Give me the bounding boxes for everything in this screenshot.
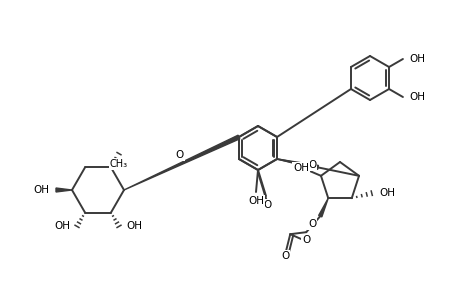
Text: OH: OH xyxy=(247,196,263,206)
Text: O: O xyxy=(308,219,316,229)
Text: OH: OH xyxy=(292,163,308,173)
Text: O: O xyxy=(263,200,272,210)
Text: OH: OH xyxy=(126,221,142,231)
Polygon shape xyxy=(318,198,328,217)
Text: O: O xyxy=(175,149,183,160)
Text: OH: OH xyxy=(33,185,49,195)
Text: O: O xyxy=(280,251,289,261)
Text: OH: OH xyxy=(408,92,424,102)
Text: OH: OH xyxy=(379,188,395,198)
Text: OH: OH xyxy=(408,54,424,64)
Polygon shape xyxy=(124,135,239,190)
Text: O: O xyxy=(307,160,315,170)
Polygon shape xyxy=(56,188,72,192)
Polygon shape xyxy=(276,159,318,169)
Text: O: O xyxy=(302,235,310,245)
Text: CH₃: CH₃ xyxy=(110,159,128,169)
Text: OH: OH xyxy=(54,221,70,231)
